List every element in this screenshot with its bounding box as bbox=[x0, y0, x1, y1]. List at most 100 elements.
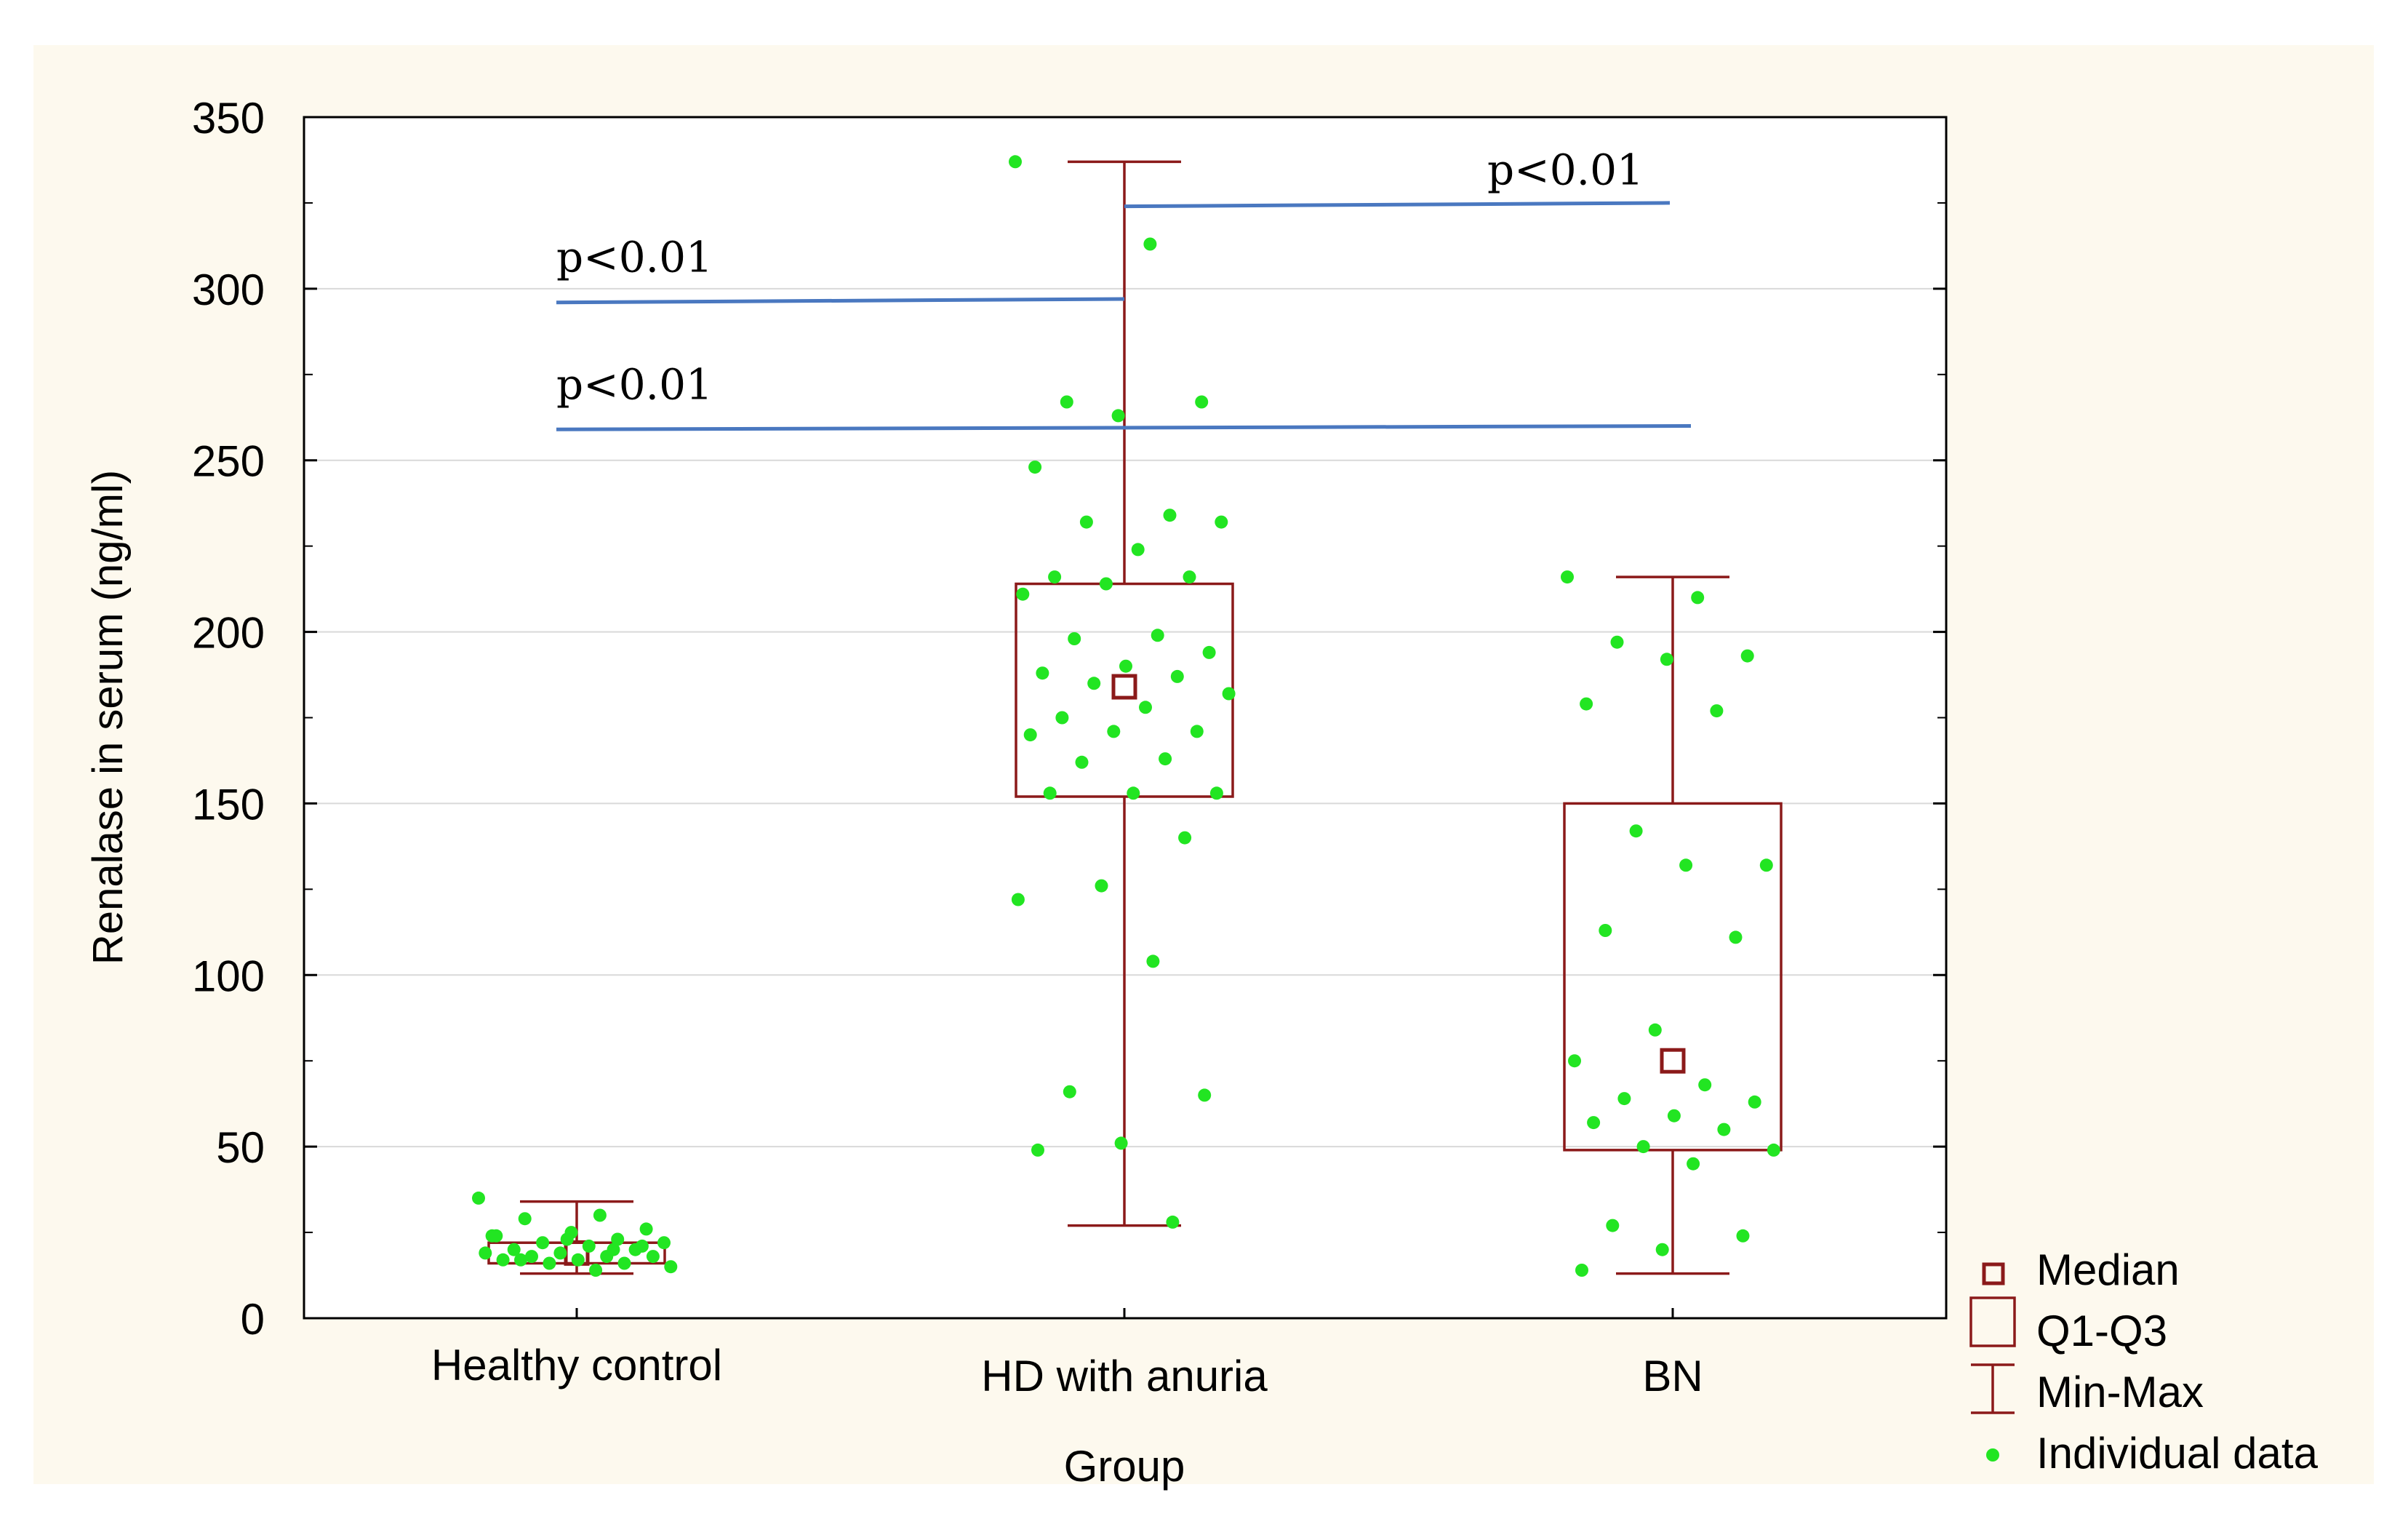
data-point bbox=[657, 1236, 671, 1250]
median-marker bbox=[1111, 674, 1137, 700]
data-point bbox=[1717, 1123, 1731, 1136]
data-point bbox=[560, 1232, 574, 1246]
data-point bbox=[1610, 635, 1624, 649]
data-point bbox=[1166, 1215, 1180, 1229]
data-point bbox=[1617, 1092, 1631, 1106]
median-marker bbox=[1660, 1048, 1686, 1074]
data-point bbox=[635, 1239, 649, 1253]
data-point bbox=[1740, 649, 1754, 663]
data-point bbox=[1660, 653, 1673, 666]
data-point bbox=[1178, 831, 1192, 845]
significance-label: p<0.01 bbox=[556, 233, 713, 282]
data-point bbox=[1079, 515, 1093, 529]
data-point bbox=[1209, 786, 1223, 800]
data-point bbox=[1163, 509, 1177, 522]
data-point bbox=[536, 1236, 550, 1250]
data-point bbox=[1036, 666, 1049, 680]
significance-label: p<0.01 bbox=[556, 359, 713, 409]
x-category-label: Healthy control bbox=[431, 1341, 722, 1390]
data-point bbox=[514, 1253, 527, 1267]
data-point bbox=[1170, 669, 1184, 683]
data-point bbox=[1143, 237, 1157, 251]
data-point bbox=[1568, 1054, 1581, 1068]
significance-line bbox=[556, 297, 1125, 305]
data-point bbox=[1031, 1143, 1044, 1157]
significance-line bbox=[1124, 201, 1671, 209]
data-point bbox=[1648, 1023, 1662, 1037]
y-tick-label: 50 bbox=[216, 1123, 265, 1172]
legend-label: Q1-Q3 bbox=[2036, 1307, 2167, 1355]
data-point bbox=[485, 1229, 499, 1243]
data-point bbox=[1215, 515, 1228, 529]
data-point bbox=[1028, 461, 1042, 474]
data-point bbox=[1107, 725, 1121, 738]
data-point bbox=[1023, 728, 1037, 742]
data-point bbox=[1063, 1085, 1076, 1099]
data-point bbox=[607, 1243, 620, 1256]
data-point bbox=[1629, 824, 1643, 838]
significance-line bbox=[556, 424, 1692, 431]
data-point bbox=[1016, 587, 1030, 601]
data-point bbox=[507, 1243, 521, 1256]
data-point bbox=[1767, 1143, 1780, 1157]
legend-label: Min-Max bbox=[2036, 1368, 2204, 1416]
data-point bbox=[1095, 879, 1108, 893]
y-tick-label: 200 bbox=[192, 609, 265, 658]
data-point bbox=[1009, 155, 1022, 169]
y-tick-label: 100 bbox=[192, 952, 265, 1000]
legend-dot-symbol bbox=[1986, 1448, 1999, 1462]
data-point bbox=[553, 1246, 567, 1260]
data-point bbox=[1068, 632, 1081, 645]
plot-frame bbox=[303, 116, 1948, 1320]
data-point bbox=[1011, 893, 1025, 906]
data-point bbox=[1111, 409, 1125, 423]
data-point bbox=[639, 1222, 653, 1236]
data-point bbox=[589, 1264, 603, 1277]
x-category-label: HD with anuria bbox=[981, 1352, 1268, 1400]
data-point bbox=[1119, 659, 1132, 673]
data-point bbox=[1698, 1078, 1712, 1092]
data-point bbox=[1736, 1229, 1750, 1243]
data-point bbox=[1151, 629, 1164, 642]
data-point bbox=[1606, 1219, 1620, 1232]
data-point bbox=[1075, 755, 1089, 769]
data-point bbox=[1131, 543, 1145, 557]
data-point bbox=[1202, 645, 1216, 659]
y-tick-label: 0 bbox=[241, 1295, 265, 1344]
data-point bbox=[1139, 701, 1152, 714]
data-point bbox=[1159, 752, 1172, 766]
legend-label: Median bbox=[2036, 1245, 2180, 1294]
data-point bbox=[472, 1191, 485, 1205]
data-point bbox=[1691, 591, 1705, 605]
data-point bbox=[664, 1260, 678, 1274]
data-point bbox=[1710, 704, 1724, 718]
data-point bbox=[1183, 570, 1196, 584]
data-point bbox=[1146, 954, 1160, 968]
significance-label: p<0.01 bbox=[1487, 145, 1644, 195]
x-category-label: BN bbox=[1642, 1352, 1703, 1400]
data-point bbox=[1043, 786, 1057, 800]
data-point bbox=[1655, 1243, 1669, 1256]
data-point bbox=[496, 1253, 510, 1267]
data-point bbox=[611, 1232, 625, 1246]
data-point bbox=[1190, 725, 1204, 738]
data-point bbox=[1759, 858, 1773, 872]
data-point bbox=[1599, 924, 1612, 937]
data-point bbox=[1127, 786, 1140, 800]
data-point bbox=[1748, 1095, 1761, 1109]
data-point bbox=[518, 1212, 532, 1226]
data-point bbox=[525, 1250, 538, 1264]
data-point bbox=[593, 1208, 607, 1222]
data-point bbox=[543, 1256, 556, 1270]
legend-box-symbol bbox=[1969, 1296, 2016, 1347]
data-point bbox=[646, 1250, 660, 1264]
data-point bbox=[1114, 1136, 1128, 1150]
data-point bbox=[1580, 697, 1593, 711]
legend-label: Individual data bbox=[2036, 1429, 2319, 1478]
data-point bbox=[1055, 711, 1069, 725]
data-point bbox=[571, 1253, 585, 1267]
y-tick-label: 350 bbox=[192, 94, 265, 143]
x-axis-title: Group bbox=[1064, 1442, 1185, 1491]
